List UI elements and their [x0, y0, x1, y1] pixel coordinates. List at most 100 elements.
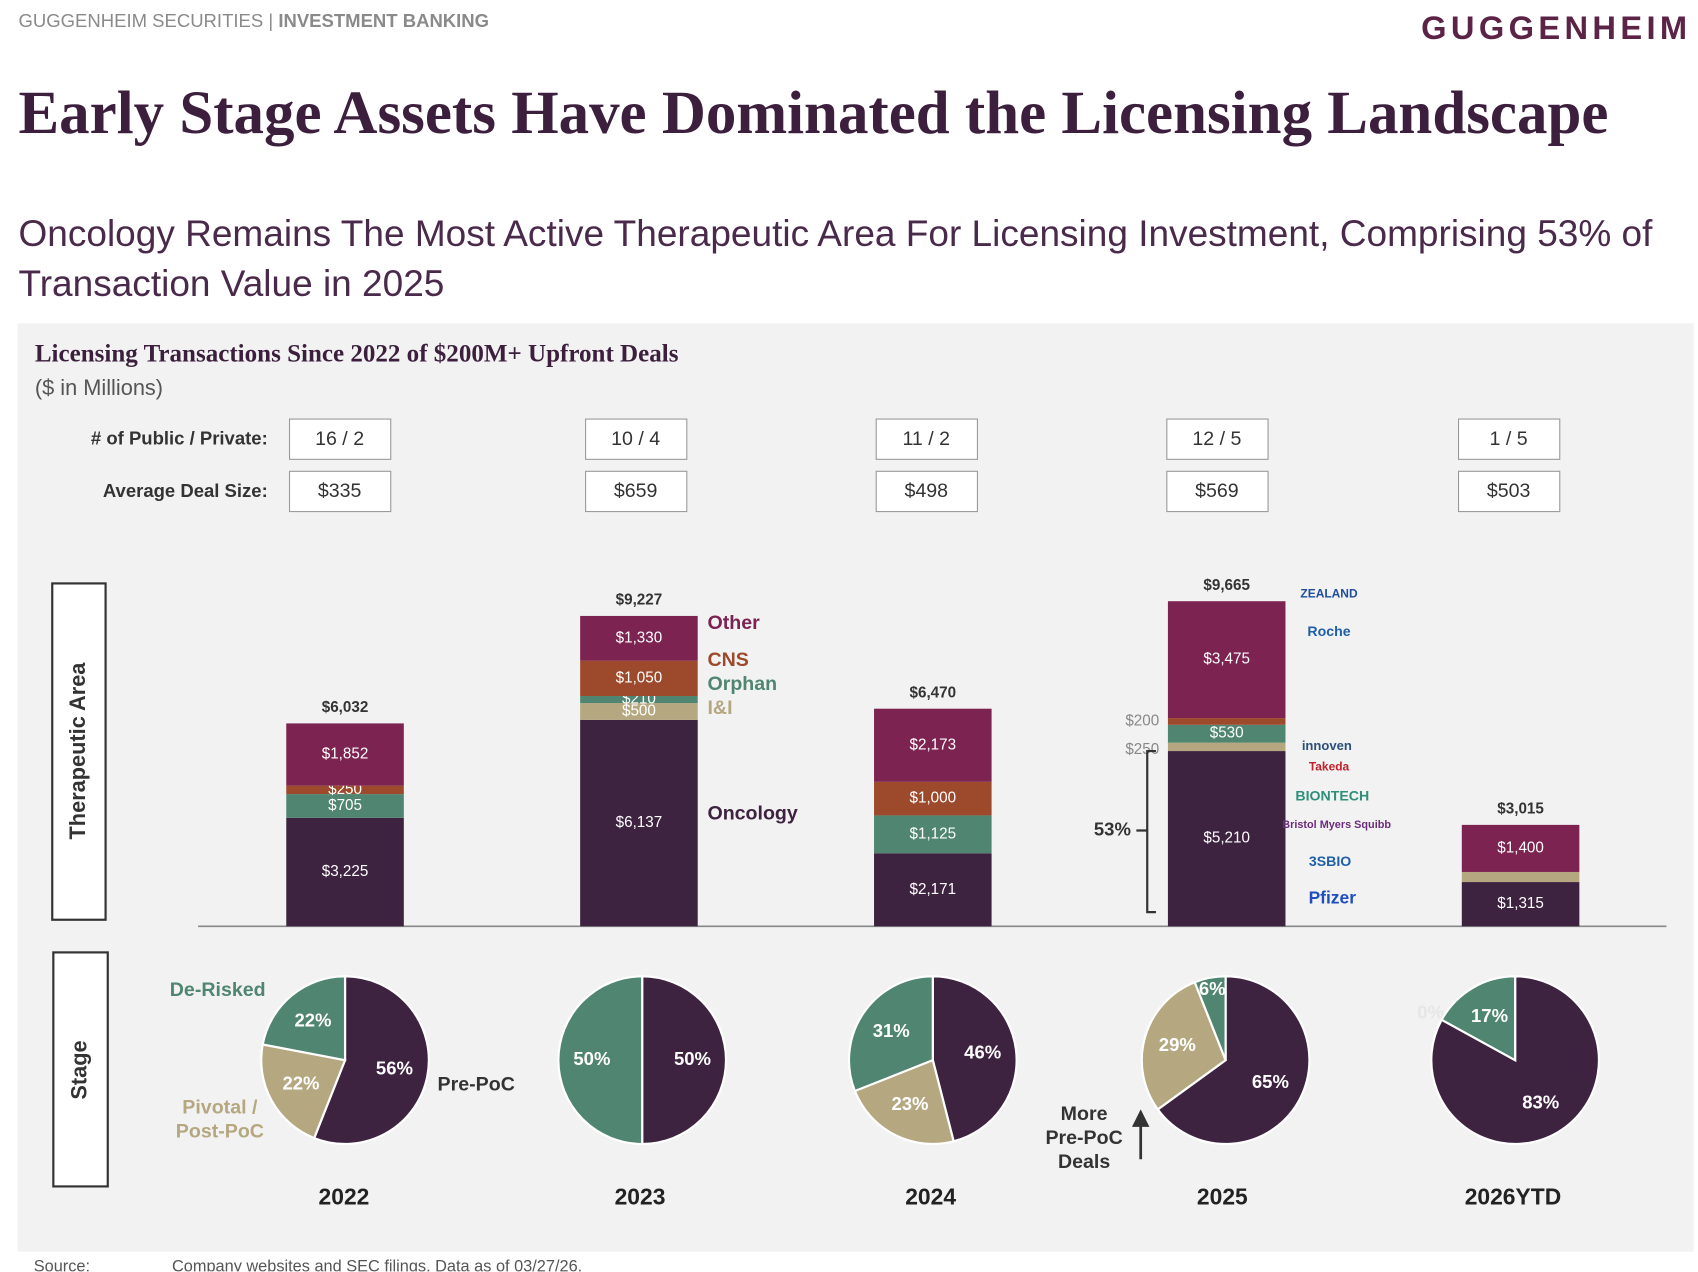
stat-box: [585, 418, 688, 460]
bar-value-label: $530: [1210, 725, 1244, 742]
stat-value: $498: [904, 480, 948, 502]
stat-value: 1 / 5: [1490, 428, 1528, 450]
stat-box: [1457, 470, 1561, 513]
bar-value-label: $1,330: [616, 629, 663, 646]
pie-slice: [847, 975, 934, 1093]
legend-label: Orphan: [707, 673, 777, 695]
annotation: 53%: [1094, 818, 1131, 839]
stat-box: [288, 418, 392, 460]
bar-total-label: $9,665: [1203, 577, 1250, 594]
x-label: 2022: [319, 1183, 370, 1209]
bar-segment: [874, 708, 992, 782]
chart-subtitle: ($ in Millions): [34, 376, 164, 401]
pie-slice: [1193, 975, 1227, 1061]
pie-label: 31%: [873, 1020, 910, 1041]
stat-box: [1166, 470, 1269, 513]
bar-value-label: $250: [1125, 741, 1159, 758]
legend-label: CNS: [707, 649, 748, 671]
bracket: [1136, 749, 1156, 914]
title: Early Stage Assets Have Dominated the Li…: [18, 79, 1609, 147]
bar-segment: [286, 723, 404, 786]
stat-label: Average Deal Size:: [103, 480, 268, 501]
bar-segment: [286, 794, 404, 818]
row-label: Stage: [66, 1040, 91, 1099]
footer-text: Company websites and SEC filings. Data a…: [171, 1257, 583, 1272]
bar-segment: [286, 817, 404, 927]
bar-value-label: $1,000: [910, 790, 957, 807]
footer-label: Source:: [33, 1257, 91, 1272]
logo: GUGGENHEIM: [1421, 10, 1692, 47]
legend-label: Other: [707, 612, 760, 634]
chart-title: Licensing Transactions Since 2022 of $20…: [34, 339, 679, 367]
pie-label: 6%: [1199, 978, 1226, 999]
stat-value: 10 / 4: [611, 428, 660, 450]
bar-value-label: $2,171: [910, 881, 957, 898]
pie-slice: [260, 1043, 347, 1140]
x-label: 2026YTD: [1465, 1183, 1562, 1209]
brand-line: GUGGENHEIM SECURITIES | INVESTMENT BANKI…: [19, 11, 490, 33]
stat-box: [1166, 418, 1269, 460]
stat-value: $335: [318, 480, 362, 502]
pie-slice: [931, 975, 1018, 1143]
bar-value-label: $1,125: [910, 825, 957, 842]
pie-slice: [853, 1058, 955, 1146]
bar-segment: [1167, 601, 1286, 719]
pie-slice: [261, 975, 347, 1062]
pie-label: 29%: [1159, 1034, 1196, 1055]
pie-slice: [641, 975, 728, 1146]
stat-box: [585, 470, 688, 513]
pie-label: 65%: [1252, 1071, 1289, 1092]
pie-legend: Pivotal / Post-PoC: [175, 1096, 264, 1142]
logo: Takeda: [1309, 760, 1350, 774]
x-label: 2024: [905, 1183, 956, 1209]
pie-slice: [312, 975, 430, 1146]
pie-annotation: More Pre-PoC Deals: [1045, 1102, 1123, 1173]
separator: |: [268, 10, 274, 32]
stat-label: # of Public / Private:: [91, 428, 268, 449]
pie-label: 0%: [1417, 1002, 1444, 1023]
bar-segment: [580, 719, 698, 927]
pie-slice: [557, 975, 644, 1146]
logo: Roche: [1307, 623, 1350, 639]
pie-slice: [1140, 980, 1227, 1111]
pie-label: 83%: [1522, 1091, 1559, 1112]
bar-value-label: $705: [328, 797, 362, 814]
logo: 3SBIO: [1309, 853, 1351, 869]
legend-label: I&I: [707, 697, 732, 719]
bar-value-label: $6,137: [616, 814, 663, 831]
bar-total-label: $6,470: [910, 684, 957, 701]
stat-value: $569: [1195, 480, 1239, 502]
bar-segment: [1461, 882, 1580, 927]
stat-value: $503: [1487, 480, 1531, 502]
logo: BIONTECH: [1295, 787, 1369, 803]
stat-box: [875, 470, 978, 513]
bar-segment: [1167, 724, 1286, 743]
bar-value-label: $500: [622, 702, 656, 719]
subtitle: Oncology Remains The Most Active Therape…: [18, 213, 1653, 305]
logo: Bristol Myers Squibb: [1282, 819, 1391, 831]
arrow: [1131, 1109, 1150, 1160]
bar-value-label: $1,050: [616, 669, 663, 686]
pie-legend: Pre-PoC: [437, 1073, 515, 1095]
stat-value: 12 / 5: [1192, 428, 1241, 450]
bar-value-label: $1,852: [322, 746, 369, 763]
logo: innoven: [1302, 738, 1352, 753]
bar-value-label: $3,475: [1203, 651, 1250, 668]
bar-segment: [580, 695, 698, 704]
bar-segment: [1461, 871, 1580, 883]
bar-segment: [874, 781, 992, 816]
bar-value-label: $1,400: [1497, 839, 1544, 856]
pie-label: 22%: [282, 1072, 319, 1093]
brand: GUGGENHEIM SECURITIES: [18, 10, 264, 32]
bar-segment: [1461, 824, 1580, 872]
bar-value-label: $5,210: [1203, 830, 1250, 847]
pie-label: 22%: [294, 1009, 331, 1030]
stat-value: $659: [614, 480, 658, 502]
pie-label: 56%: [376, 1057, 413, 1078]
pie-label: 23%: [891, 1093, 928, 1114]
division: INVESTMENT BANKING: [278, 10, 490, 32]
bar-segment: [580, 660, 698, 696]
bar-segment: [286, 785, 404, 795]
